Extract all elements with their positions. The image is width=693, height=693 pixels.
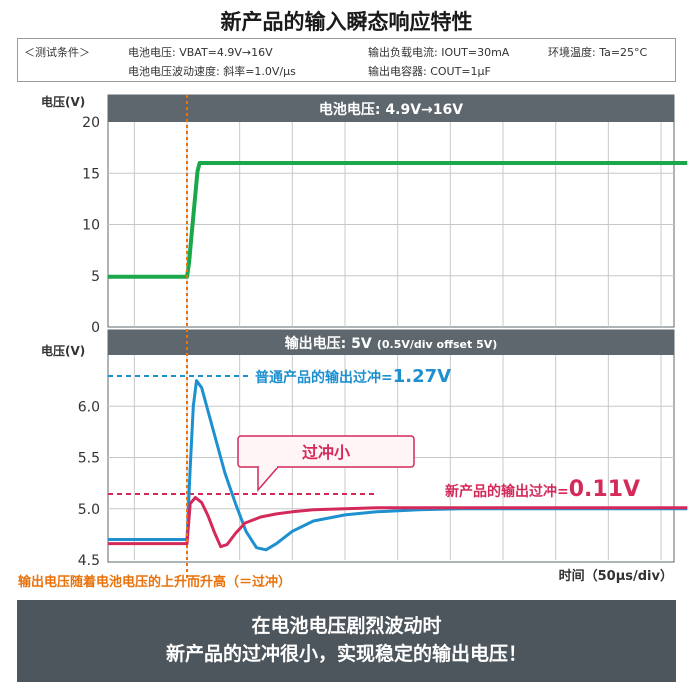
condition-iout: 输出负载电流: IOUT=30mA bbox=[368, 46, 510, 59]
y-tick-label: 10 bbox=[82, 218, 100, 234]
rise-note: 输出电压随着电池电压的上升而升高（＝过冲） bbox=[18, 574, 291, 590]
series-line-新产品的输出过冲 bbox=[108, 496, 688, 549]
page-title: 新产品的输入瞬态响应特性 bbox=[220, 10, 473, 34]
y-tick-label: 5.0 bbox=[78, 502, 100, 518]
output-series bbox=[108, 379, 688, 552]
y-tick-label: 5 bbox=[91, 269, 100, 285]
output-panel-title-group: 输出电压: 5V (0.5V/div offset 5V) bbox=[285, 333, 498, 352]
condition-vbat: 电池电压: VBAT=4.9V→16V bbox=[128, 46, 273, 59]
output-y-ticks: 4.5 5.0 5.5 6.0 bbox=[78, 399, 100, 569]
new-overshoot-label: 新产品的输出过冲=0.11V bbox=[445, 477, 640, 502]
y-tick-label: 5.5 bbox=[78, 451, 100, 467]
summary-banner: 在电池电压剧烈波动时 新产品的过冲很小，实现稳定的输出电压！ bbox=[17, 600, 676, 682]
summary-line-1: 在电池电压剧烈波动时 bbox=[251, 615, 442, 637]
small-overshoot-callout: 过冲小 bbox=[237, 435, 415, 493]
battery-plot-area bbox=[107, 94, 675, 328]
output-panel-header bbox=[108, 330, 674, 355]
output-y-axis-label: 电压(V) bbox=[41, 343, 85, 358]
output-panel-title-note: (0.5V/div offset 5V) bbox=[377, 338, 497, 351]
conventional-overshoot-label: 普通产品的输出过冲=1.27V bbox=[255, 366, 451, 387]
y-tick-label: 0 bbox=[91, 320, 100, 336]
y-tick-label: 6.0 bbox=[78, 399, 100, 415]
battery-y-axis-label: 电压(V) bbox=[41, 94, 85, 109]
battery-panel-title: 电池电压: 4.9V→16V bbox=[319, 101, 463, 118]
condition-temp: 环境温度: Ta=25°C bbox=[548, 46, 648, 59]
output-panel-title: 输出电压: 5V bbox=[285, 335, 372, 352]
test-conditions-box: ＜测试条件＞ 电池电压: VBAT=4.9V→16V 电池电压波动速度: 斜率=… bbox=[17, 38, 676, 82]
condition-ripple: 电池电压波动速度: 斜率=1.0V/µs bbox=[128, 65, 296, 78]
condition-cout: 输出电容器: COUT=1µF bbox=[368, 65, 491, 78]
y-tick-label: 20 bbox=[82, 115, 100, 131]
conditions-label: ＜测试条件＞ bbox=[24, 46, 90, 59]
battery-y-ticks: 0 5 10 15 20 bbox=[82, 115, 100, 336]
time-axis-label: 时间（50µs/div） bbox=[559, 568, 673, 584]
small-overshoot-text: 过冲小 bbox=[302, 443, 350, 462]
y-tick-label: 4.5 bbox=[78, 553, 100, 569]
battery-panel-header bbox=[108, 95, 674, 122]
summary-line-2: 新产品的过冲很小，实现稳定的输出电压！ bbox=[165, 643, 527, 665]
y-tick-label: 15 bbox=[82, 166, 100, 182]
